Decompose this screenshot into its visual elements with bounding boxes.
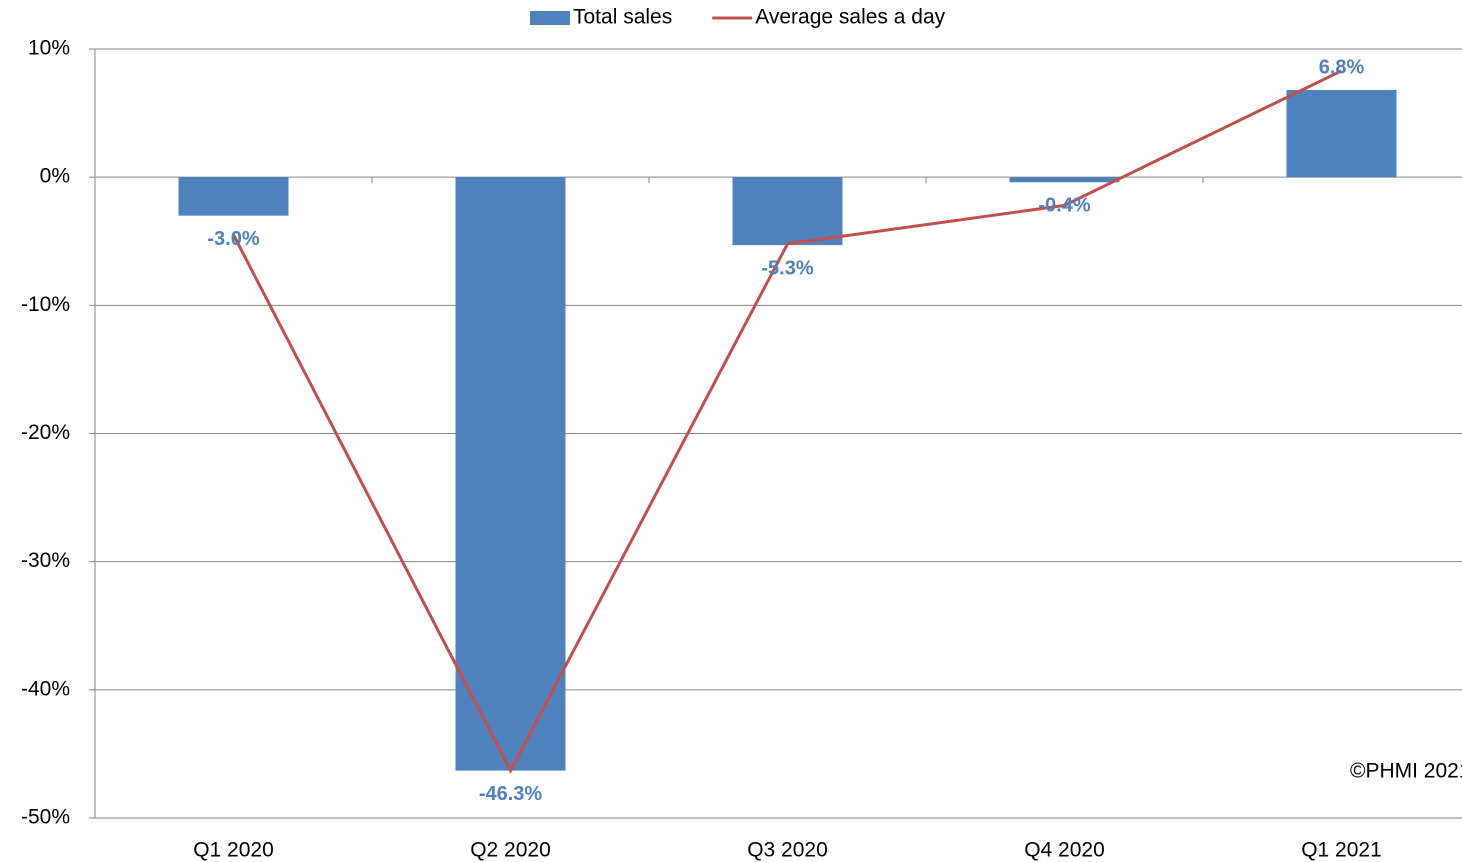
- legend-label: Average sales a day: [755, 6, 945, 29]
- x-tick-label: Q2 2020: [470, 839, 551, 862]
- legend-swatch: [530, 11, 570, 25]
- legend-item: Total sales: [530, 6, 672, 29]
- copyright: ©PHMI 2021: [1350, 760, 1462, 783]
- y-tick-label: -20%: [21, 421, 70, 444]
- y-tick-label: -40%: [21, 677, 70, 700]
- y-tick-label: -30%: [21, 549, 70, 572]
- legend-label: Total sales: [573, 6, 672, 29]
- bar: [1009, 177, 1120, 183]
- bar: [455, 177, 566, 771]
- x-tick-label: Q4 2020: [1024, 839, 1105, 862]
- legend-item: Average sales a day: [712, 6, 946, 29]
- data-label: -3.0%: [207, 228, 259, 250]
- x-tick-label: Q3 2020: [747, 839, 828, 862]
- bar: [178, 177, 289, 216]
- y-tick-label: 0%: [40, 165, 70, 188]
- data-label: 6.8%: [1319, 56, 1365, 78]
- data-label: -5.3%: [761, 257, 813, 279]
- y-tick-label: 10%: [28, 37, 70, 60]
- y-tick-label: -10%: [21, 293, 70, 316]
- data-label: -0.4%: [1038, 195, 1090, 217]
- y-tick-label: -50%: [21, 806, 70, 829]
- line: [232, 69, 1343, 774]
- x-tick-label: Q1 2021: [1301, 839, 1382, 862]
- x-tick-label: Q1 2020: [193, 839, 274, 862]
- bar: [1286, 90, 1397, 178]
- bar: [732, 177, 843, 246]
- data-label: -46.3%: [479, 783, 543, 805]
